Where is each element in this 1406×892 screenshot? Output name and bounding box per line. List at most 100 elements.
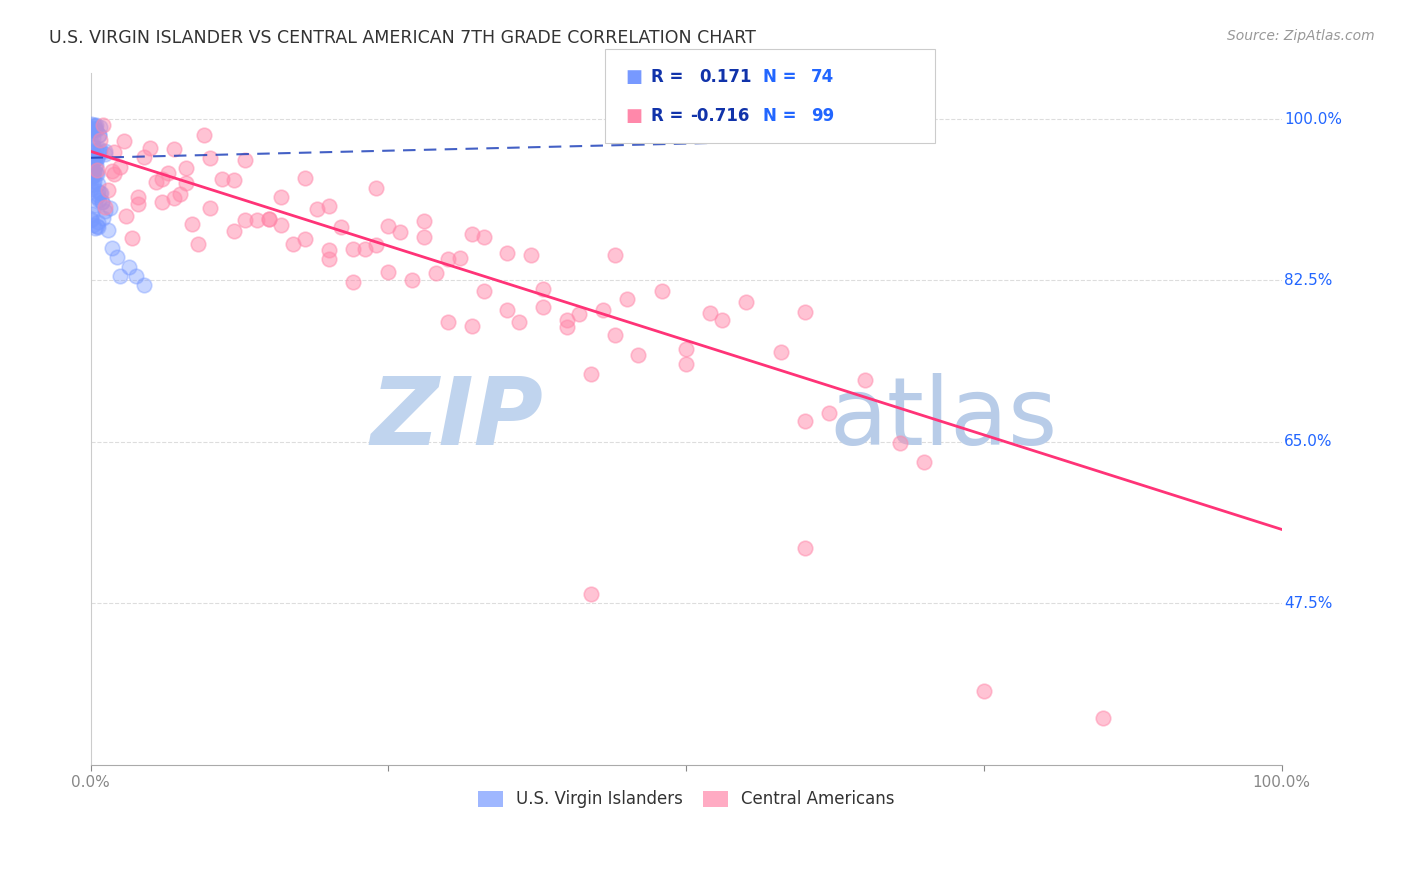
Point <box>366 237 388 252</box>
Text: atlas: atlas <box>830 373 1057 465</box>
Point <box>84 221 107 235</box>
Point <box>853 373 876 387</box>
Point <box>377 219 399 234</box>
Point <box>110 161 132 175</box>
Point <box>294 232 316 246</box>
Point <box>579 587 602 601</box>
Point <box>87 184 110 198</box>
Point <box>520 248 543 262</box>
Point <box>329 219 352 234</box>
Point <box>377 265 399 279</box>
Point <box>353 242 375 256</box>
Point <box>80 169 103 183</box>
Point <box>89 133 111 147</box>
Point <box>118 260 141 274</box>
Point <box>82 140 104 154</box>
Point <box>127 197 149 211</box>
Point <box>157 166 180 180</box>
Point <box>818 406 841 420</box>
Point <box>84 197 107 211</box>
Point <box>134 278 156 293</box>
Point <box>531 300 554 314</box>
Point <box>235 213 257 227</box>
Point <box>80 136 103 151</box>
Point <box>87 188 110 202</box>
Point <box>93 144 115 158</box>
Point <box>83 151 105 165</box>
Point <box>80 177 103 191</box>
Point <box>87 177 110 191</box>
Point <box>366 180 388 194</box>
Text: 82.5%: 82.5% <box>1284 273 1333 288</box>
Point <box>794 414 817 428</box>
Point <box>98 201 121 215</box>
Point <box>342 242 364 256</box>
Point <box>87 128 110 143</box>
Point <box>318 252 340 266</box>
Point <box>193 128 215 143</box>
Point <box>259 212 281 227</box>
Text: R =: R = <box>651 69 683 87</box>
Point <box>82 207 104 221</box>
Point <box>222 173 245 187</box>
Text: ZIP: ZIP <box>370 373 543 465</box>
Point <box>651 284 673 298</box>
Point <box>84 118 107 132</box>
Point <box>91 194 114 209</box>
Point <box>87 128 110 142</box>
Point <box>89 186 111 200</box>
Point <box>163 142 186 156</box>
Point <box>555 312 578 326</box>
Point <box>150 172 173 186</box>
Point <box>270 190 292 204</box>
Text: ■: ■ <box>626 107 643 125</box>
Point <box>472 284 495 298</box>
Point <box>616 292 638 306</box>
Point <box>83 118 105 132</box>
Point <box>86 190 108 204</box>
Point <box>89 142 111 156</box>
Text: U.S. VIRGIN ISLANDER VS CENTRAL AMERICAN 7TH GRADE CORRELATION CHART: U.S. VIRGIN ISLANDER VS CENTRAL AMERICAN… <box>49 29 756 46</box>
Point <box>101 241 124 255</box>
Point <box>389 225 412 239</box>
Point <box>449 251 471 265</box>
Point <box>134 150 156 164</box>
Point <box>973 683 995 698</box>
Point <box>87 215 110 229</box>
Point <box>150 194 173 209</box>
Point <box>87 220 110 235</box>
Point <box>82 168 104 182</box>
Text: 65.0%: 65.0% <box>1284 434 1333 450</box>
Text: -0.716: -0.716 <box>690 107 749 125</box>
Point <box>80 213 103 227</box>
Point <box>84 144 107 158</box>
Text: N =: N = <box>763 69 797 87</box>
Point <box>86 166 108 180</box>
Point <box>82 131 104 145</box>
Point <box>82 160 104 174</box>
Point <box>318 198 340 212</box>
Point <box>80 168 103 182</box>
Point <box>87 194 110 208</box>
Point <box>270 219 292 233</box>
Point <box>103 167 125 181</box>
Point <box>84 158 107 172</box>
Point <box>496 246 519 260</box>
Point <box>579 367 602 381</box>
Point <box>627 347 650 361</box>
Point <box>83 174 105 188</box>
Point <box>110 268 132 283</box>
Point <box>211 172 233 186</box>
Point <box>401 273 423 287</box>
Point <box>496 303 519 318</box>
Point <box>86 151 108 165</box>
Point <box>97 223 120 237</box>
Point <box>82 137 104 152</box>
Point <box>425 267 447 281</box>
Point <box>97 183 120 197</box>
Text: ■: ■ <box>626 69 643 87</box>
Point <box>83 123 105 137</box>
Point <box>555 319 578 334</box>
Text: 0.171: 0.171 <box>699 69 751 87</box>
Point <box>84 123 107 137</box>
